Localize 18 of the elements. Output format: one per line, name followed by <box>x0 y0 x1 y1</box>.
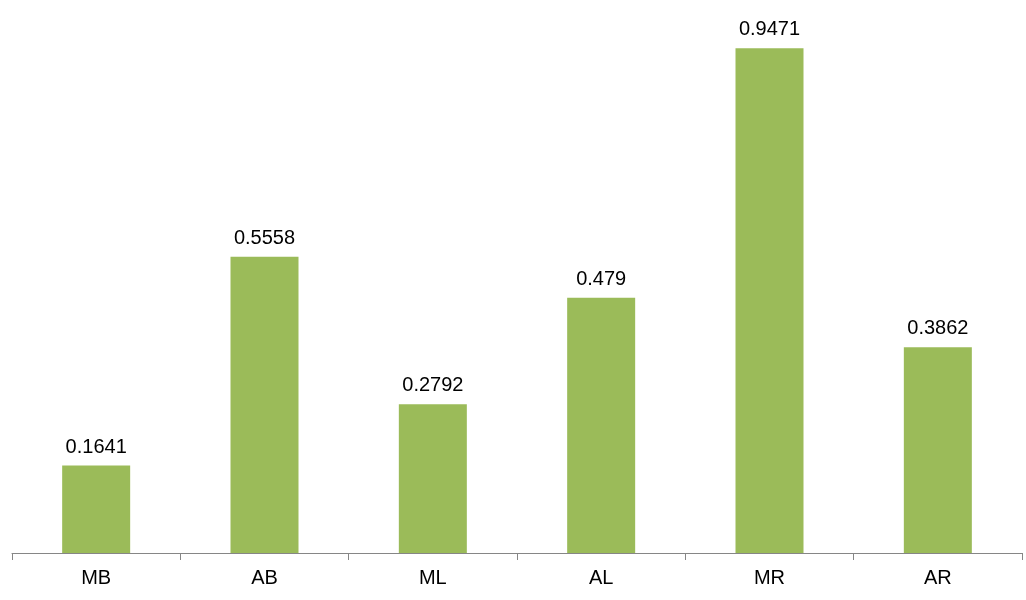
data-label: 0.479 <box>576 266 627 289</box>
bar <box>398 404 467 553</box>
data-label: 0.1641 <box>65 434 127 457</box>
bar <box>735 48 804 553</box>
bar <box>567 297 636 553</box>
bar <box>62 465 131 553</box>
x-tick-label: AB <box>251 566 278 588</box>
data-label: 0.2792 <box>402 373 464 396</box>
bar <box>230 256 299 553</box>
x-tick-label: AL <box>588 566 614 588</box>
data-label: 0.5558 <box>233 225 296 248</box>
x-tick-label: ML <box>418 566 447 588</box>
x-tick-label: MR <box>753 566 786 588</box>
data-label: 0.3862 <box>907 316 969 339</box>
x-tick-label: AR <box>923 566 952 588</box>
x-tick-label: MB <box>81 566 112 588</box>
bar <box>903 347 972 553</box>
data-label: 0.9471 <box>738 17 801 40</box>
